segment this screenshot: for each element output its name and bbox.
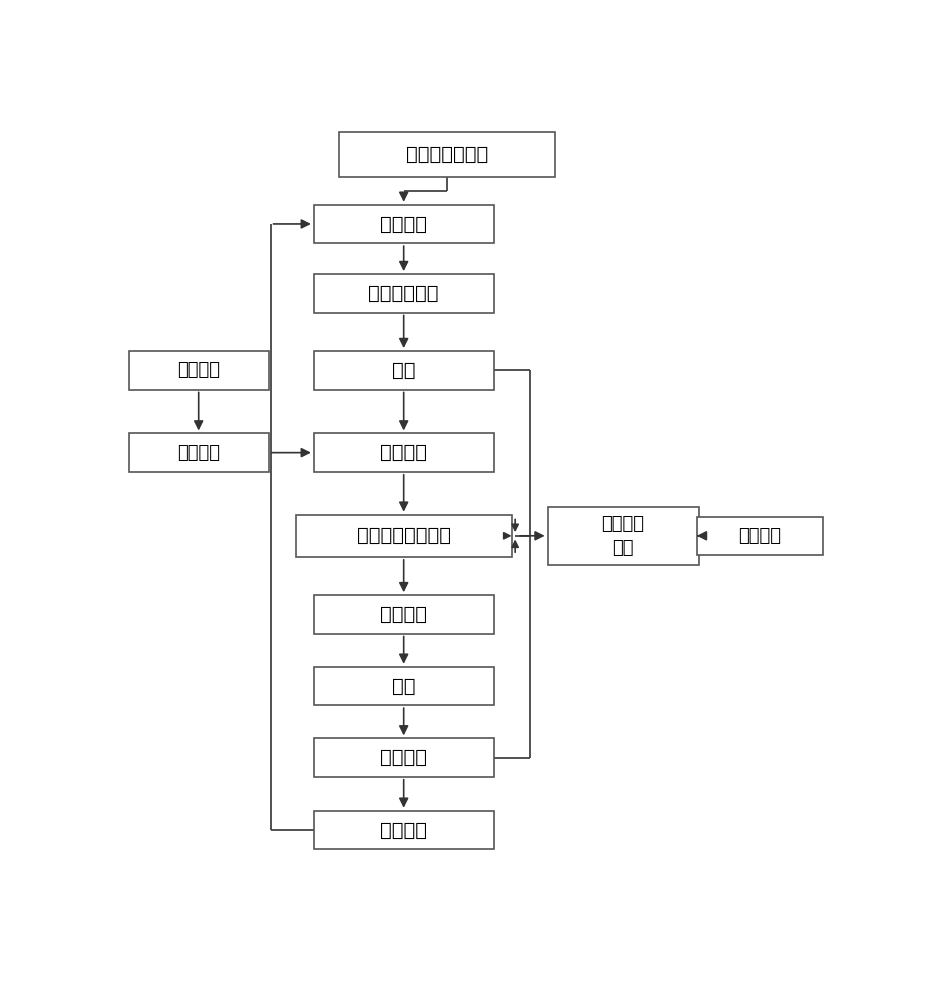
FancyBboxPatch shape: [296, 515, 511, 557]
FancyBboxPatch shape: [313, 738, 493, 777]
FancyBboxPatch shape: [313, 351, 493, 389]
FancyBboxPatch shape: [313, 274, 493, 312]
FancyBboxPatch shape: [313, 205, 493, 243]
Text: 钻机就位: 钻机就位: [380, 214, 426, 233]
Text: 喷射结束: 喷射结束: [380, 605, 426, 624]
Text: 调整钻架角度: 调整钻架角度: [368, 284, 438, 303]
Text: 场地详勘与平整: 场地详勘与平整: [405, 145, 488, 164]
FancyBboxPatch shape: [338, 132, 554, 177]
Text: 插管试喷: 插管试喷: [380, 443, 426, 462]
FancyBboxPatch shape: [547, 507, 698, 565]
Text: 高压喷射注浆作业: 高压喷射注浆作业: [356, 526, 451, 545]
Text: 钻孔: 钻孔: [391, 361, 415, 380]
FancyBboxPatch shape: [129, 351, 269, 389]
FancyBboxPatch shape: [313, 811, 493, 849]
Text: 药剂制浆: 药剂制浆: [177, 361, 220, 379]
FancyBboxPatch shape: [696, 517, 821, 555]
Text: 药剂制浆: 药剂制浆: [737, 527, 781, 545]
FancyBboxPatch shape: [313, 595, 493, 634]
FancyBboxPatch shape: [313, 667, 493, 705]
Text: 拔管: 拔管: [391, 676, 415, 695]
Text: 泥浆回收
过滤: 泥浆回收 过滤: [601, 515, 644, 557]
FancyBboxPatch shape: [313, 433, 493, 472]
Text: 机具清洗: 机具清洗: [380, 748, 426, 767]
FancyBboxPatch shape: [129, 433, 269, 472]
Text: 桩机移位: 桩机移位: [380, 820, 426, 839]
Text: 过滤加压: 过滤加压: [177, 444, 220, 462]
